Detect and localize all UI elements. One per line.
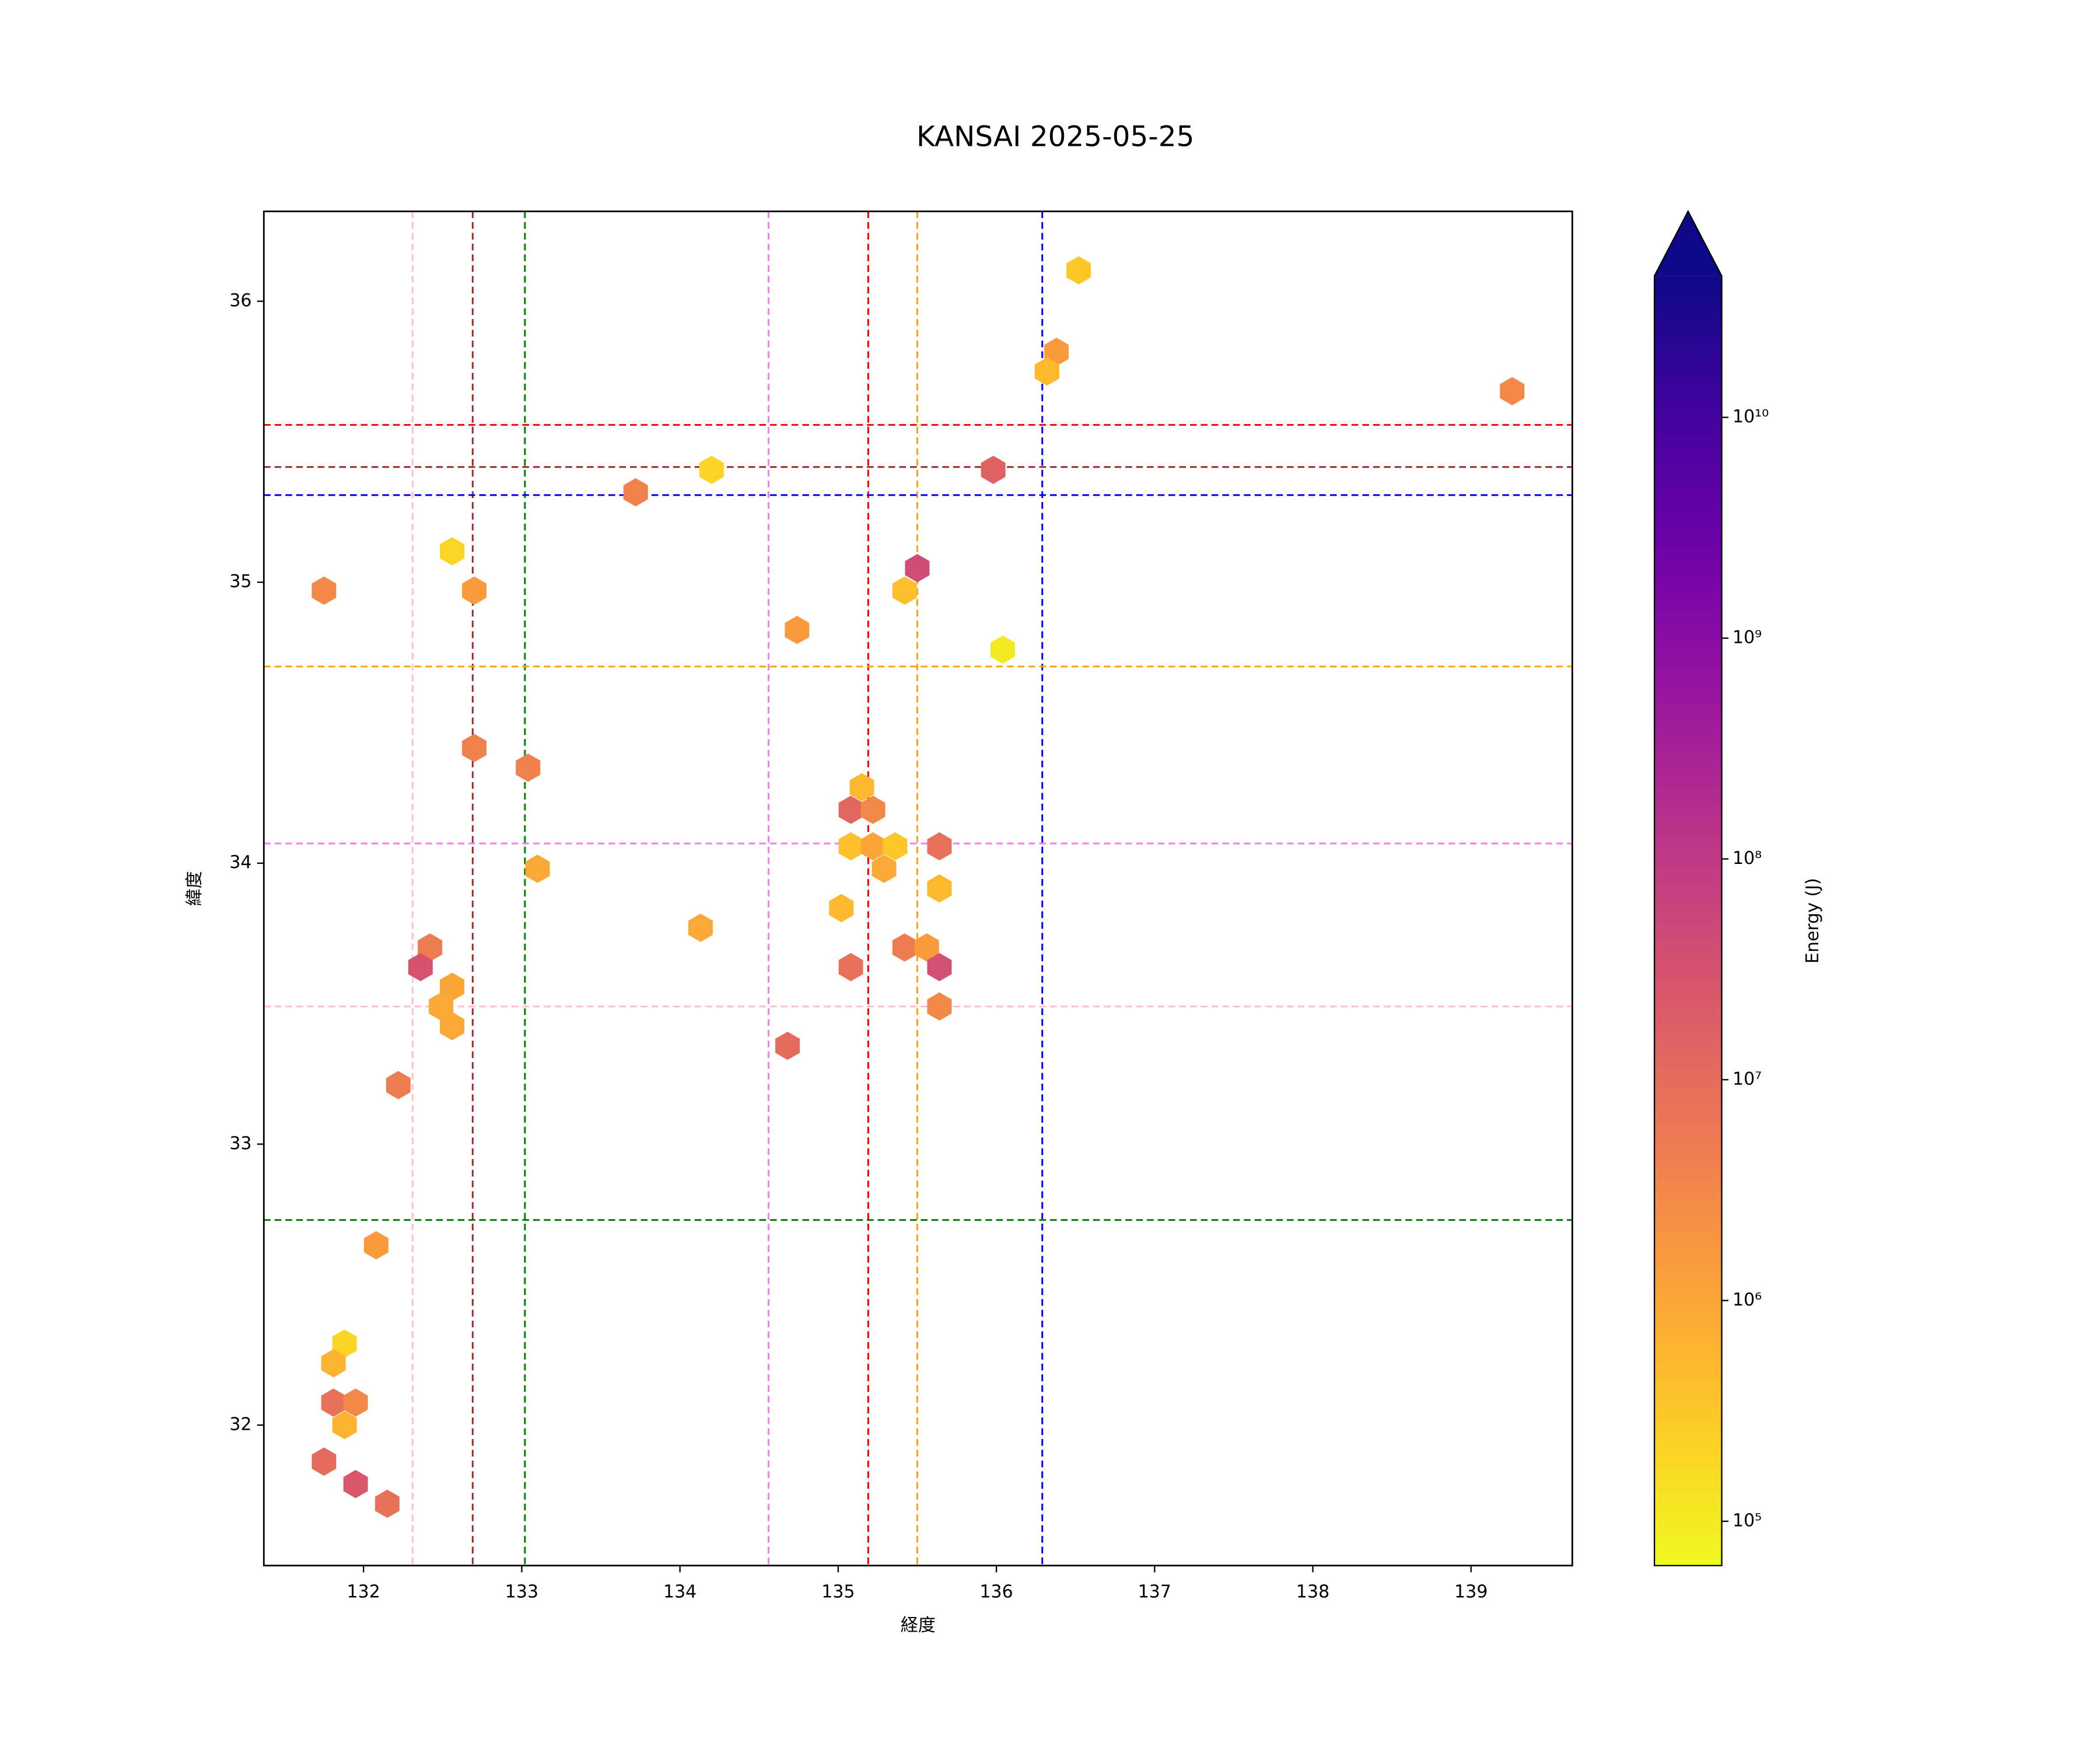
colorbar-tick-label: 10⁸ <box>1732 848 1762 869</box>
hexbin-cell <box>883 832 908 861</box>
plot-frame <box>262 210 1573 1567</box>
x-tick-label: 139 <box>1454 1582 1488 1602</box>
chart-title: KANSAI 2025-05-25 <box>916 121 1194 153</box>
hexbin-cell <box>860 832 886 861</box>
hexbin-cell <box>462 734 487 762</box>
hexbin-cell <box>927 832 952 861</box>
hexbin-cell <box>332 1329 357 1358</box>
hexbin-cell <box>525 855 550 883</box>
hexbin-cell <box>688 914 713 942</box>
hexbin-cell <box>623 478 648 507</box>
y-tick-label: 36 <box>229 290 251 311</box>
hexbin-cell <box>1500 377 1525 405</box>
hexbin-cell <box>990 635 1015 664</box>
x-tick-label: 138 <box>1296 1582 1329 1602</box>
x-axis-label: 経度 <box>901 1615 936 1636</box>
colorbar-tick-label: 10⁹ <box>1732 627 1762 648</box>
hexbin-cell <box>927 992 952 1021</box>
hexbin-cell <box>462 576 487 605</box>
hexbin-cell <box>516 753 541 782</box>
y-tick-label: 33 <box>229 1133 251 1154</box>
x-tick-label: 134 <box>663 1582 696 1602</box>
hexbin-cell <box>872 855 897 883</box>
colorbar-tick-label: 10⁵ <box>1732 1510 1762 1531</box>
hexbin-cell <box>343 1469 368 1499</box>
hexbin-cell <box>1066 256 1091 285</box>
hexbin-cell <box>829 894 854 923</box>
hexbin-cell <box>332 1410 357 1440</box>
hexbin-cell <box>440 972 465 1001</box>
hexbin-cell <box>321 1388 346 1417</box>
x-tick-label: 132 <box>347 1582 380 1602</box>
hexbin-cell <box>321 1349 346 1378</box>
y-tick-label: 32 <box>229 1415 251 1435</box>
hexbin-cell <box>838 795 863 824</box>
hexbin-cell <box>905 554 930 583</box>
hexbin-cell <box>363 1231 388 1260</box>
hexbin-cell <box>892 933 917 962</box>
x-tick-label: 136 <box>979 1582 1013 1602</box>
hexbin-cell <box>849 773 874 802</box>
hexbin-cell <box>785 615 810 645</box>
hexbin-cell <box>838 832 863 861</box>
colorbar-tick-label: 10⁷ <box>1732 1069 1762 1089</box>
hexbin-cell <box>1034 357 1059 386</box>
hexbin-cell <box>1044 337 1069 366</box>
colorbar-label: Energy (J) <box>1803 878 1823 964</box>
y-tick-label: 34 <box>229 852 251 873</box>
y-tick-label: 35 <box>229 572 251 592</box>
hexbin-cell <box>312 1447 337 1476</box>
x-tick-label: 135 <box>821 1582 855 1602</box>
hexbin-cell <box>418 933 443 962</box>
hexbin-cell <box>408 953 433 982</box>
hexbin-cell <box>374 1489 400 1518</box>
hexbin-cell <box>429 992 454 1021</box>
hexbin-cell <box>892 576 917 605</box>
colorbar-extension <box>1654 211 1722 276</box>
colorbar-tick-label: 10⁶ <box>1732 1290 1762 1310</box>
colorbar-frame <box>1653 209 1723 1566</box>
hexbin-cell <box>343 1388 368 1417</box>
x-tick-label: 133 <box>505 1582 538 1602</box>
hexbin-cell <box>860 795 886 824</box>
x-tick-label: 137 <box>1138 1582 1171 1602</box>
hexbin-cell <box>981 456 1006 484</box>
hexbin-cell <box>440 537 465 566</box>
hexbin-cell <box>699 456 724 484</box>
hexbin-cell <box>838 953 863 982</box>
hexbin-cell <box>775 1031 800 1060</box>
hexbin-cell <box>914 933 939 962</box>
hexbin-cell <box>386 1071 411 1100</box>
hexbin-cell <box>440 1012 465 1041</box>
y-axis-label: 緯度 <box>184 871 205 906</box>
hexbin-cell <box>927 874 952 903</box>
colorbar-tick-label: 10¹⁰ <box>1732 407 1769 427</box>
hexbin-cell <box>927 953 952 982</box>
hexbin-cell <box>312 576 337 605</box>
colorbar <box>1654 276 1722 1566</box>
